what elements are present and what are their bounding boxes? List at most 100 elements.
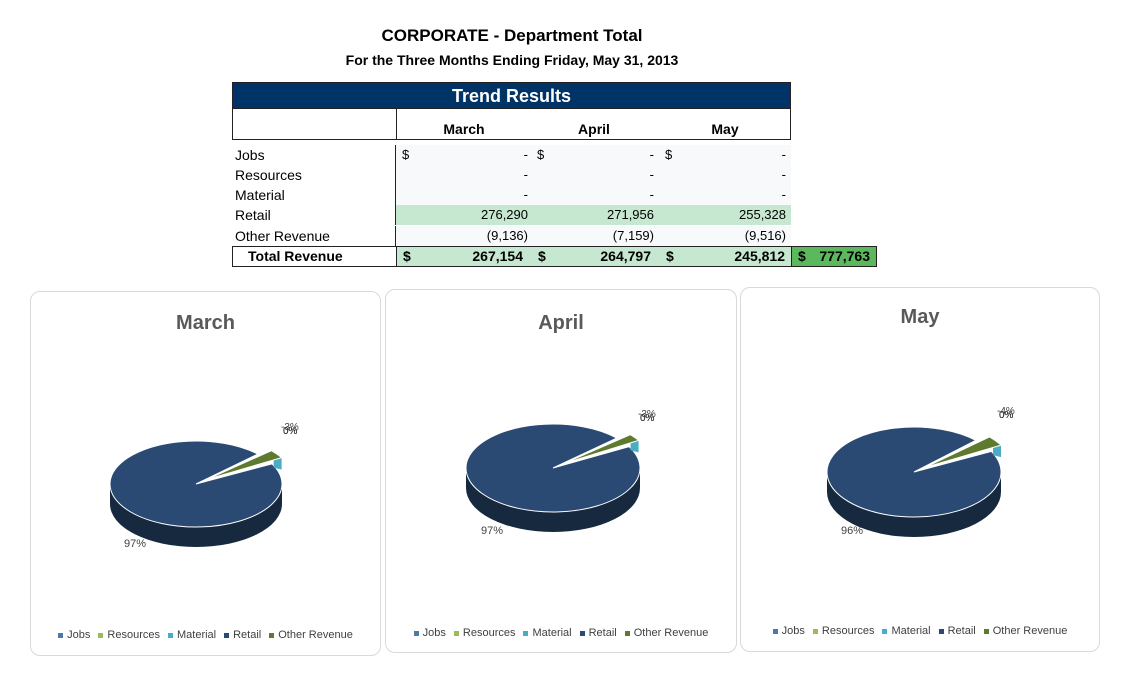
report-title: CORPORATE - Department Total [381, 26, 643, 45]
legend-item: Jobs [772, 625, 805, 637]
legend-item: Material [882, 625, 931, 637]
legend-swatch [167, 632, 173, 638]
legend-swatch [58, 632, 64, 638]
legend-label: Other Revenue [992, 625, 1068, 637]
cell-march: - [523, 187, 528, 202]
legend-label: Retail [233, 629, 262, 641]
legend-label: Retail [588, 627, 617, 639]
legend-label: Resources [462, 627, 516, 639]
total-may: 245,812 [734, 248, 785, 264]
pie-slice-side-retail [827, 472, 1001, 537]
cell-april: - [649, 167, 654, 182]
currency-symbol: $ [538, 248, 546, 264]
pie-slice-retail [826, 426, 1002, 518]
legend-swatch [983, 628, 989, 634]
pie-slice-other-revenue [564, 434, 640, 464]
report-subtitle: For the Three Months Ending Friday, May … [345, 52, 679, 68]
legend-item: Material [167, 629, 217, 641]
row-label: Retail [235, 207, 271, 223]
row-label: Material [235, 187, 285, 203]
row-label: Resources [235, 167, 302, 183]
legend-item: Other Revenue [624, 627, 709, 639]
chart-title: May [900, 306, 940, 328]
legend-label: Other Revenue [633, 627, 709, 639]
legend-swatch [624, 630, 630, 636]
cell-march: 276,290 [481, 207, 528, 222]
total-april: 264,797 [600, 248, 651, 264]
row-background [395, 205, 791, 225]
grand-total: $ 777,763 [791, 246, 877, 267]
currency-symbol: $ [665, 147, 673, 162]
cell-march: (9,136) [486, 228, 528, 243]
data-label-material: 0% [283, 426, 298, 437]
currency-symbol: $ [403, 248, 411, 264]
data-label-retail: 97% [124, 538, 146, 550]
pie-slice-side-retail [466, 468, 640, 532]
legend-swatch [98, 632, 104, 638]
legend-swatch [224, 632, 230, 638]
table-row: Material - - - [232, 185, 792, 205]
month-header-row: March April May [232, 109, 791, 140]
legend-label: Jobs [422, 627, 446, 639]
data-label-resources: 0% [999, 410, 1014, 421]
legend-item: Other Revenue [983, 625, 1068, 637]
legend-item: Resources [812, 625, 875, 637]
row-background [395, 145, 791, 165]
column-divider [395, 226, 396, 246]
currency-symbol: $ [666, 248, 674, 264]
chart-panel-april: April 97% -3% 0% 0% 0% Jobs Resources Material… [385, 289, 737, 653]
pie-chart-march: 97%-3%0%0%0% [109, 422, 299, 550]
data-label-other-revenue: -3% [638, 409, 656, 420]
data-label-jobs: 0% [640, 413, 655, 424]
column-divider [395, 185, 396, 205]
legend-item: Resources [98, 629, 160, 641]
chart-legend: Jobs Resources Material Retail Other Revenue [31, 629, 380, 641]
chart-title: April [538, 312, 584, 334]
data-label-material: 0% [640, 413, 655, 424]
cell-april: - [649, 187, 654, 202]
legend-swatch [812, 628, 818, 634]
pie-slice-side-retail [110, 484, 282, 547]
column-divider [396, 247, 397, 266]
legend-swatch [579, 630, 585, 636]
month-header-march: March [443, 121, 485, 137]
cell-april: 271,956 [607, 207, 654, 222]
legend-label: Material [176, 629, 217, 641]
row-background [395, 226, 791, 246]
legend-item: Jobs [58, 629, 90, 641]
legend-swatch [269, 632, 275, 638]
table-row: Resources - - - [232, 165, 792, 185]
data-label-resources: 0% [283, 426, 298, 437]
grand-total-value: 777,763 [819, 248, 870, 264]
total-label: Total Revenue [248, 248, 343, 264]
column-divider [395, 165, 396, 185]
legend-label: Retail [947, 625, 976, 637]
cell-march: - [523, 167, 528, 182]
legend-swatch [413, 630, 419, 636]
data-label-resources: 0% [640, 413, 655, 424]
total-march: 267,154 [472, 248, 523, 264]
data-label-retail: 97% [481, 525, 503, 537]
legend-label: Resources [821, 625, 875, 637]
legend-item: Resources [453, 627, 516, 639]
row-background [395, 165, 791, 185]
row-label: Jobs [235, 147, 265, 163]
legend-swatch [523, 630, 529, 636]
data-label-retail: 96% [841, 525, 863, 537]
pie-slice-other-revenue [207, 450, 283, 480]
currency-symbol: $ [402, 147, 410, 162]
total-row: Total Revenue $ 267,154 $ 264,797 $ 245,… [232, 246, 791, 267]
legend-swatch [938, 628, 944, 634]
column-divider [396, 109, 397, 139]
legend-label: Other Revenue [278, 629, 353, 641]
legend-swatch [453, 630, 459, 636]
legend-item: Retail [938, 625, 976, 637]
cell-april: (7,159) [612, 228, 654, 243]
chart-panel-march: March 97% -3% 0% 0% 0% Jobs Resources Material… [30, 291, 381, 656]
cell-may: - [781, 167, 786, 182]
pie-chart-may: 96%-4%0%0%0% [826, 406, 1015, 537]
cell-march: - [523, 147, 528, 162]
chart-panel-may: May 96% -4% 0% 0% 0% Jobs Resources Material Re… [740, 287, 1100, 652]
data-label-other-revenue: -4% [997, 406, 1015, 417]
pie-slice-other-revenue [925, 436, 1003, 468]
